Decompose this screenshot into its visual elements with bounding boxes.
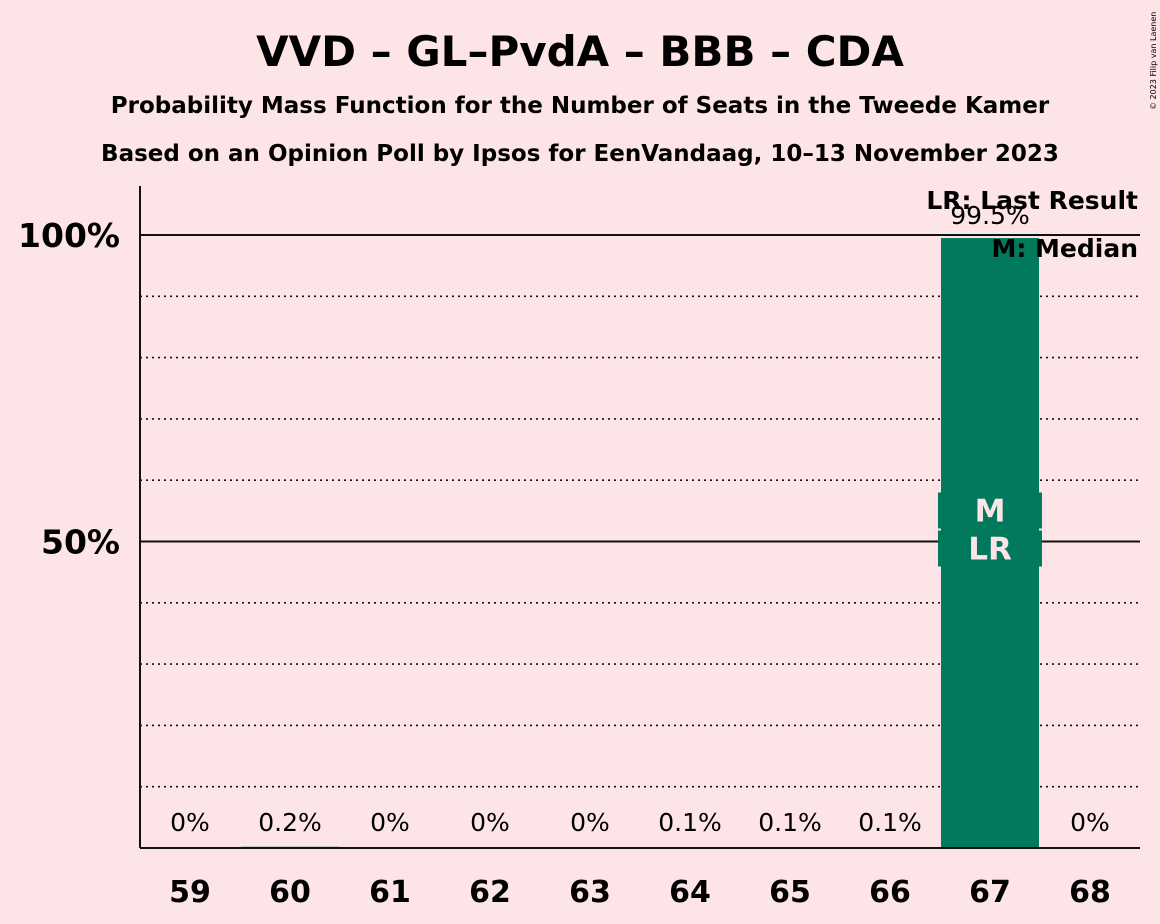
data-label-63: 0%: [570, 808, 610, 837]
data-label-64: 0.1%: [658, 808, 722, 837]
data-label-61: 0%: [370, 808, 410, 837]
data-label-62: 0%: [470, 808, 510, 837]
x-tick-label-65: 65: [769, 875, 811, 910]
data-label-68: 0%: [1070, 808, 1110, 837]
legend-item-last-result: LR: Last Result: [926, 186, 1138, 215]
annotation-bg-67: [938, 492, 1042, 529]
x-tick-label-59: 59: [169, 875, 211, 910]
x-tick-label-64: 64: [669, 875, 711, 910]
data-label-60: 0.2%: [258, 808, 322, 837]
y-tick-label-100: 100%: [18, 216, 120, 255]
x-tick-label-63: 63: [569, 875, 611, 910]
gridlines: [140, 234, 1140, 788]
chart-subtitle-2: Based on an Opinion Poll by Ipsos for Ee…: [101, 141, 1059, 167]
bar-annotation-lr: LR: [968, 532, 1012, 568]
data-label-59: 0%: [170, 808, 210, 837]
data-label-65: 0.1%: [758, 808, 822, 837]
data-label-67: 99.5%: [950, 201, 1029, 230]
bars: [241, 238, 1039, 848]
x-tick-label-66: 66: [869, 875, 911, 910]
legend: LR: Last Result M: Median: [926, 186, 1138, 263]
x-tick-label-68: 68: [1069, 875, 1111, 910]
x-tick-label-62: 62: [469, 875, 511, 910]
axes: 50% 100%: [18, 185, 1140, 849]
x-tick-label-60: 60: [269, 875, 311, 910]
credit-text: © 2023 Filip van Laenen: [1149, 12, 1158, 110]
bar-annotation-m: M: [975, 494, 1006, 530]
y-tick-label-50: 50%: [41, 523, 120, 562]
legend-item-median: M: Median: [991, 234, 1138, 263]
chart-title: VVD – GL–PvdA – BBB – CDA: [256, 27, 904, 76]
data-label-66: 0.1%: [858, 808, 922, 837]
data-labels: 0% 59 0.2% 60 0% 61 0% 62 0% 63 0.1% 64 0.1% 65 0.1% 66…: [169, 201, 1111, 910]
x-tick-label-67: 67: [969, 875, 1011, 910]
annotation-bg-67: [938, 530, 1042, 567]
chart-subtitle-1: Probability Mass Function for the Number…: [111, 93, 1050, 119]
x-tick-label-61: 61: [369, 875, 411, 910]
